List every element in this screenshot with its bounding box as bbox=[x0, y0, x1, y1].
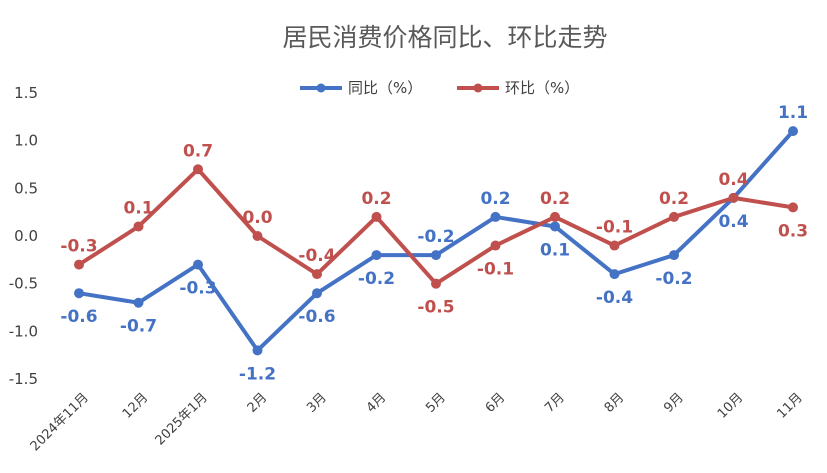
data-label-yoy: 0.2 bbox=[480, 189, 510, 209]
x-tick-label: 4月 bbox=[364, 390, 390, 416]
legend-item-yoy: 同比（%） bbox=[300, 79, 422, 97]
point-mom bbox=[312, 269, 322, 280]
point-mom bbox=[133, 221, 144, 232]
data-label-mom: -0.4 bbox=[298, 246, 335, 266]
y-tick-label: 0.5 bbox=[14, 179, 38, 197]
data-label-yoy: 1.1 bbox=[778, 103, 808, 123]
x-tick-label: 6月 bbox=[483, 390, 509, 416]
data-label-yoy: -1.2 bbox=[239, 364, 276, 384]
x-tick-label: 11月 bbox=[774, 390, 805, 421]
data-label-yoy: 0.4 bbox=[718, 212, 748, 232]
point-mom bbox=[490, 240, 501, 251]
y-axis-ticks: 1.5 1.0 0.5 0.0 -0.5 -1.0 -1.5 bbox=[9, 84, 38, 388]
data-label-yoy: -0.6 bbox=[60, 307, 97, 327]
legend-label-mom: 环比（%） bbox=[505, 79, 579, 97]
data-label-mom: 0.7 bbox=[183, 141, 213, 161]
data-label-yoy: -0.7 bbox=[120, 317, 157, 337]
point-mom bbox=[669, 211, 679, 222]
data-label-mom: -0.3 bbox=[60, 237, 97, 257]
data-label-yoy: -0.6 bbox=[298, 307, 335, 327]
x-tick-label: 5月 bbox=[423, 390, 449, 416]
point-mom bbox=[431, 278, 441, 289]
chart-title: 居民消费价格同比、环比走势 bbox=[282, 23, 607, 52]
data-label-mom: 0.2 bbox=[361, 189, 391, 209]
point-mom bbox=[252, 231, 263, 241]
point-yoy bbox=[252, 345, 263, 356]
data-label-mom: -0.1 bbox=[477, 260, 514, 280]
data-label-mom: 0.1 bbox=[123, 198, 153, 218]
data-label-mom: -0.5 bbox=[417, 298, 454, 318]
point-yoy bbox=[371, 250, 382, 261]
data-label-yoy: 0.1 bbox=[540, 240, 570, 260]
data-label-yoy: -0.2 bbox=[655, 269, 692, 289]
point-mom bbox=[788, 202, 798, 213]
x-tick-label: 12月 bbox=[120, 390, 151, 421]
point-yoy bbox=[74, 288, 84, 299]
point-yoy bbox=[669, 250, 679, 261]
point-mom bbox=[550, 211, 560, 222]
x-tick-label: 2024年11月 bbox=[28, 390, 92, 454]
point-mom bbox=[371, 211, 382, 222]
legend-marker-yoy bbox=[316, 83, 326, 93]
point-yoy bbox=[788, 126, 798, 137]
x-tick-label: 8月 bbox=[602, 390, 628, 416]
y-tick-label: -1.0 bbox=[9, 322, 38, 340]
legend: 同比（%） 环比（%） bbox=[300, 79, 579, 97]
y-tick-label: -1.5 bbox=[9, 370, 38, 388]
point-mom bbox=[193, 164, 203, 175]
series-layer bbox=[74, 126, 798, 356]
data-label-mom: -0.1 bbox=[596, 218, 633, 238]
point-yoy bbox=[312, 288, 322, 299]
point-yoy bbox=[193, 259, 203, 270]
data-label-yoy: -0.2 bbox=[417, 227, 454, 247]
point-mom bbox=[74, 259, 84, 270]
x-tick-label: 10月 bbox=[715, 390, 746, 421]
y-tick-label: -0.5 bbox=[9, 275, 38, 293]
y-tick-label: 1.0 bbox=[14, 132, 38, 150]
legend-label-yoy: 同比（%） bbox=[348, 79, 422, 97]
data-label-mom: 0.2 bbox=[659, 189, 689, 209]
point-yoy bbox=[550, 221, 560, 232]
data-label-yoy: -0.2 bbox=[358, 269, 395, 289]
x-tick-label: 9月 bbox=[661, 390, 687, 416]
data-label-mom: 0.4 bbox=[718, 170, 748, 190]
data-labels: -0.6 -0.7 -0.3 -1.2 -0.6 -0.2 -0.2 0.2 0.1 -0.4 -0… bbox=[60, 103, 808, 384]
legend-marker-mom bbox=[473, 83, 483, 93]
point-yoy bbox=[431, 250, 441, 261]
x-axis-ticks: 2024年11月 12月 2025年1月 2月 3月 4月 5月 6月 7月 8月 9月 10月 11月 bbox=[28, 390, 806, 454]
data-label-yoy: -0.4 bbox=[596, 288, 633, 308]
x-tick-label: 3月 bbox=[304, 390, 330, 416]
x-tick-label: 2月 bbox=[245, 390, 271, 416]
legend-item-mom: 环比（%） bbox=[457, 79, 579, 97]
point-mom bbox=[609, 240, 620, 251]
point-yoy bbox=[490, 211, 501, 222]
data-label-mom: 0.0 bbox=[242, 208, 272, 228]
y-tick-label: 0.0 bbox=[14, 227, 38, 245]
point-yoy bbox=[133, 297, 144, 308]
data-label-mom: 0.2 bbox=[540, 189, 570, 209]
point-mom bbox=[728, 192, 739, 203]
data-label-mom: 0.3 bbox=[778, 221, 808, 241]
data-label-yoy: -0.3 bbox=[179, 279, 216, 299]
y-tick-label: 1.5 bbox=[14, 84, 38, 102]
x-tick-label: 2025年1月 bbox=[153, 390, 211, 448]
x-tick-label: 7月 bbox=[542, 390, 568, 416]
point-yoy bbox=[609, 269, 620, 280]
